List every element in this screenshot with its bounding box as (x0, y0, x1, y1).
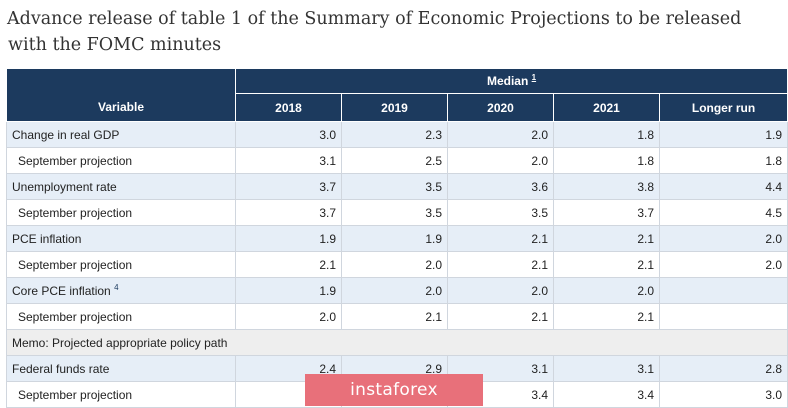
value-cell: 2.3 (341, 121, 448, 148)
value-cell: 2.1 (341, 303, 448, 330)
table-row: Unemployment rate 3.7 3.5 3.6 3.8 4.4 (6, 173, 788, 200)
row-label: PCE inflation (6, 225, 236, 252)
table-row: September projection 3.7 3.5 3.5 3.7 4.5 (6, 199, 788, 226)
row-label-text: Memo: Projected appropriate policy path (12, 335, 228, 350)
row-label: Unemployment rate (6, 173, 236, 200)
row-label-text: PCE inflation (12, 231, 82, 246)
value-cell: 2.1 (235, 251, 342, 278)
row-label-text: September projection (18, 309, 133, 324)
table-row: Core PCE inflation 4 1.9 2.0 2.0 2.0 (6, 277, 788, 304)
value-cell: 3.5 (341, 173, 448, 200)
value-cell: 3.1 (553, 355, 660, 382)
value-cell: 4.4 (658, 173, 788, 200)
watermark-logo: instaforex (305, 374, 483, 406)
row-label: September projection (6, 381, 236, 408)
year-header-2018: 2018 (235, 93, 342, 122)
value-cell: 1.8 (553, 121, 660, 148)
value-cell: 2.0 (341, 277, 448, 304)
year-header-2021: 2021 (553, 93, 660, 122)
value-cell: 1.9 (341, 225, 448, 252)
value-cell (658, 303, 788, 330)
value-cell: 2.1 (553, 251, 660, 278)
table-row: September projection 2.0 2.1 2.1 2.1 (6, 303, 788, 330)
value-cell: 2.1 (447, 251, 554, 278)
heading-line-2: with the FOMC minutes (8, 35, 222, 55)
row-label-text: Federal funds rate (12, 361, 110, 376)
row-label-text: September projection (18, 205, 133, 220)
value-cell: 3.5 (447, 199, 554, 226)
page-heading: Advance release of table 1 of the Summar… (7, 6, 747, 58)
value-cell: 2.0 (447, 121, 554, 148)
footnote-link[interactable]: 4 (114, 282, 119, 292)
value-cell: 2.0 (235, 303, 342, 330)
value-cell: 3.0 (658, 381, 788, 408)
value-cell: 3.7 (235, 199, 342, 226)
row-label-text: September projection (18, 257, 133, 272)
row-label: Memo: Projected appropriate policy path (5, 329, 788, 356)
value-cell: 2.0 (658, 225, 788, 252)
year-header-2020: 2020 (447, 93, 554, 122)
table-row: Federal funds rate 2.4 2.9 3.1 3.1 2.8 (6, 355, 788, 382)
value-cell: 2.1 (553, 303, 660, 330)
median-header-text: Median (486, 74, 529, 88)
table-body: Change in real GDP 3.0 2.3 2.0 1.8 1.9 Septemb… (5, 121, 788, 408)
table-row: Change in real GDP 3.0 2.3 2.0 1.8 1.9 (6, 121, 788, 148)
value-cell (658, 277, 788, 304)
variable-header: Variable (6, 68, 236, 122)
value-cell: 3.1 (235, 147, 342, 174)
value-cell: 3.7 (235, 173, 342, 200)
value-cell: 1.9 (658, 121, 788, 148)
value-cell: 4.5 (658, 199, 788, 226)
value-cell: 2.0 (447, 147, 554, 174)
value-cell: 1.8 (658, 147, 788, 174)
value-cell: 2.1 (553, 225, 660, 252)
value-cell: 2.0 (553, 277, 660, 304)
row-label: September projection (6, 147, 236, 174)
row-label-text: September projection (18, 387, 133, 402)
value-cell: 3.0 (235, 121, 342, 148)
value-cell: 1.8 (553, 147, 660, 174)
value-cell: 3.4 (553, 381, 660, 408)
value-cell: 2.5 (341, 147, 448, 174)
value-cell: 3.8 (553, 173, 660, 200)
value-cell: 2.8 (658, 355, 788, 382)
row-label: Change in real GDP (6, 121, 236, 148)
row-label-text: Core PCE inflation (12, 283, 111, 298)
year-header-2019: 2019 (341, 93, 448, 122)
value-cell: 3.5 (341, 199, 448, 226)
row-label-text: Unemployment rate (12, 179, 117, 194)
value-cell: 2.0 (658, 251, 788, 278)
heading-line-1: Advance release of table 1 of the Summar… (7, 9, 742, 29)
median-header: Median 1 (234, 68, 788, 94)
table-row: September projection 2.1 2.0 2.1 2.1 2.0 (6, 251, 788, 278)
table-row: PCE inflation 1.9 1.9 2.1 2.1 2.0 (6, 225, 788, 252)
value-cell: 1.9 (235, 225, 342, 252)
table-row: Memo: Projected appropriate policy path (5, 329, 788, 356)
year-header-longer-run: Longer run (658, 93, 788, 122)
row-label: September projection (6, 303, 236, 330)
median-footnote-link[interactable]: 1 (531, 73, 537, 82)
row-label: September projection (6, 251, 236, 278)
row-label: Core PCE inflation 4 (6, 277, 236, 304)
value-cell: 3.6 (447, 173, 554, 200)
value-cell: 1.9 (235, 277, 342, 304)
value-cell: 2.0 (341, 251, 448, 278)
table-row: September projection 3.1 2.5 2.0 1.8 1.8 (6, 147, 788, 174)
value-cell: 2.1 (447, 303, 554, 330)
row-label-text: September projection (18, 153, 133, 168)
value-cell: 3.7 (553, 199, 660, 226)
row-label: Federal funds rate (6, 355, 236, 382)
value-cell: 2.1 (447, 225, 554, 252)
row-label-text: Change in real GDP (12, 127, 120, 142)
variable-header-text: Variable (97, 100, 145, 114)
row-label: September projection (6, 199, 236, 226)
value-cell: 2.0 (447, 277, 554, 304)
projections-table: Variable Median 1 2018 2019 2020 2021 Lo… (5, 68, 788, 408)
